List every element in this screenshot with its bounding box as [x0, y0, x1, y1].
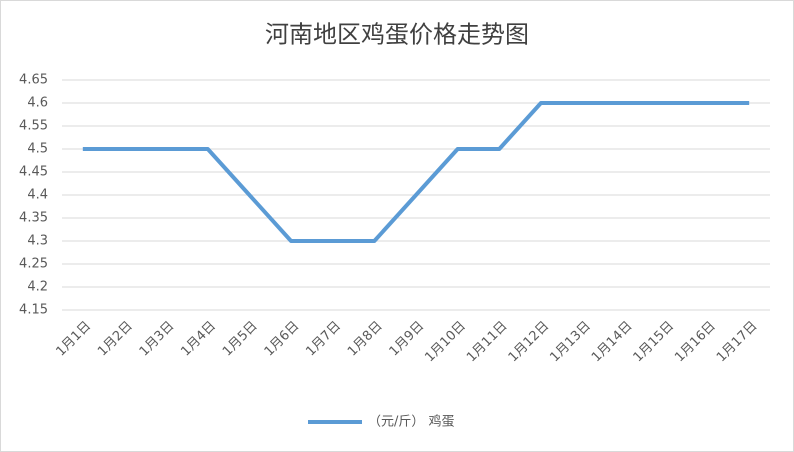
legend-label: （元/斤） 鸡蛋: [368, 414, 455, 430]
chart-title: 河南地区鸡蛋价格走势图: [265, 21, 529, 49]
y-tick-label: 4.3: [27, 234, 48, 249]
y-tick-label: 4.5: [27, 142, 48, 157]
y-tick-label: 4.2: [27, 280, 48, 295]
y-tick-label: 4.4: [27, 188, 48, 203]
y-tick-label: 4.35: [19, 211, 48, 226]
y-tick-label: 4.6: [27, 96, 48, 111]
y-tick-label: 4.15: [19, 303, 48, 318]
y-tick-label: 4.65: [19, 73, 48, 88]
line: [82, 101, 750, 243]
y-tick-label: 4.55: [19, 119, 48, 134]
y-tick-label: 4.45: [19, 165, 48, 180]
y-tick-label: 4.25: [19, 257, 48, 272]
